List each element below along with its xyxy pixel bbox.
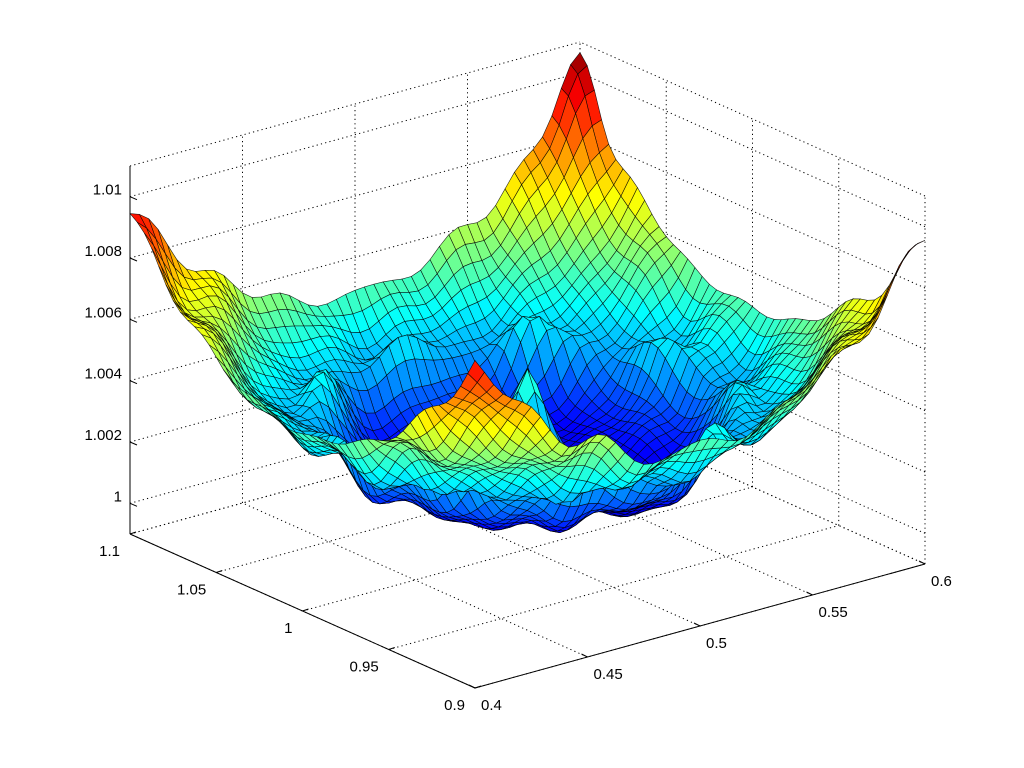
x-tick-mark: [806, 591, 813, 596]
y-tick-label: 1: [284, 620, 292, 637]
z-tick-label: 1.01: [93, 182, 122, 199]
grid-line: [129, 41, 581, 167]
grid-line: [302, 486, 753, 612]
x-tick-label: 0.5: [706, 635, 727, 652]
z-tick-label: 1.008: [84, 243, 122, 260]
x-tick-label: 0.4: [481, 697, 502, 714]
surface-quad: [893, 249, 911, 279]
x-tick-label: 0.45: [594, 666, 623, 683]
z-tick-mark: [129, 441, 138, 446]
y-tick-label: 0.95: [350, 659, 379, 676]
grid-line: [242, 502, 588, 658]
surface-quad: [880, 271, 898, 310]
x-tick-mark: [468, 684, 476, 689]
z-tick-label: 1.006: [84, 304, 122, 321]
surface-quad: [467, 359, 485, 383]
x-tick-mark: [918, 560, 926, 565]
z-tick-mark: [129, 318, 138, 323]
grid-line: [129, 133, 581, 259]
z-tick-label: 1: [114, 488, 122, 505]
z-tick-label: 1.004: [84, 366, 122, 383]
z-tick-mark: [129, 257, 138, 262]
z-tick-label: 1.002: [84, 427, 122, 444]
grid-line: [129, 194, 581, 320]
grid-line: [129, 72, 581, 198]
y-tick-mark: [216, 570, 223, 573]
tick-labels: 0.4 0.45 0.5 0.55 0.6 0.9 0.95 1 1.05 1.1 1 1.002 1.…: [84, 182, 951, 714]
y-tick-mark: [302, 608, 309, 612]
grid-line: [388, 525, 839, 650]
y-tick-label: 1.05: [177, 582, 206, 599]
z-tick-mark: [129, 502, 138, 507]
y-tick-mark: [474, 685, 482, 689]
x-tick-label: 0.55: [819, 604, 848, 621]
z-tick-mark: [129, 380, 138, 385]
y-tick-label: 1.1: [99, 543, 120, 560]
y-tick-mark: [388, 647, 395, 650]
z-tick-mark: [129, 196, 138, 201]
y-tick-mark: [129, 531, 137, 535]
surface-quad: [901, 243, 918, 264]
x-tick-mark: [693, 622, 701, 627]
surface-mesh: [129, 52, 926, 534]
y-tick-label: 0.9: [444, 697, 465, 714]
x-tick-label: 0.6: [931, 573, 952, 590]
axes: [129, 166, 926, 689]
x-tick-mark: [581, 653, 588, 658]
grid-line: [579, 41, 926, 197]
